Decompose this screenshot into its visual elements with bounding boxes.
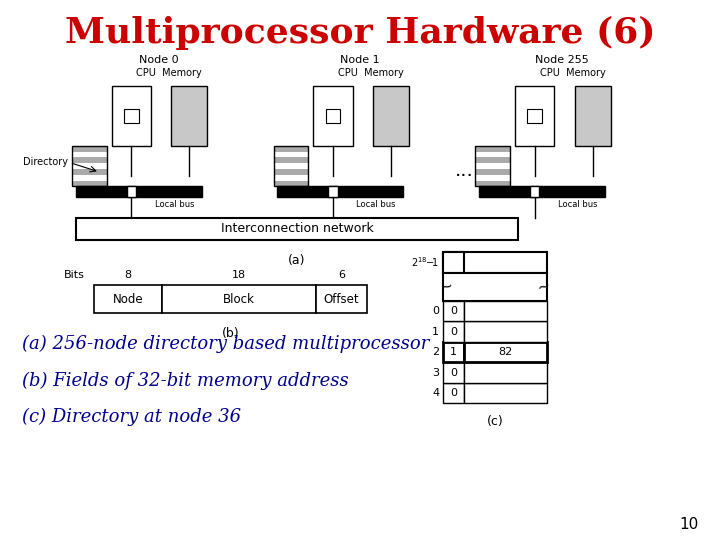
Bar [274,152,308,157]
Bar [475,169,510,175]
Bar [443,342,464,362]
Bar [72,180,107,186]
Text: 2: 2 [432,347,439,357]
Text: $2^{18}\!\!-\!\!1$: $2^{18}\!\!-\!\!1$ [411,255,439,269]
Text: 3: 3 [432,368,439,377]
Text: 0: 0 [450,368,457,377]
Bar [127,186,136,197]
Text: ~: ~ [438,278,454,295]
Text: CPU  Memory: CPU Memory [136,68,202,78]
Bar [274,163,308,169]
Text: (b): (b) [222,327,239,340]
Text: Block: Block [223,293,255,306]
Bar [313,86,353,146]
Text: Node 0: Node 0 [138,55,179,65]
Bar [443,383,464,403]
Text: ...: ... [455,160,474,180]
Bar [479,186,605,197]
Bar [530,186,539,197]
Bar [277,186,403,197]
Text: 1: 1 [450,347,457,357]
Bar [464,362,547,383]
Bar [443,252,464,273]
Bar [274,157,308,163]
Text: CPU  Memory: CPU Memory [539,68,606,78]
Text: Multiprocessor Hardware (6): Multiprocessor Hardware (6) [65,16,655,50]
Bar [527,109,541,123]
Bar [274,175,308,180]
Text: (c) Directory at node 36: (c) Directory at node 36 [22,408,240,427]
Bar [72,146,107,152]
Bar [475,175,510,180]
Bar [72,163,107,169]
Text: Local bus: Local bus [356,200,396,209]
Bar [94,285,162,313]
Bar [575,86,611,146]
Bar [464,321,547,342]
Text: Node 1: Node 1 [340,55,380,65]
Text: Local bus: Local bus [558,200,598,209]
Text: (a) 256-node directory based multiprocessor: (a) 256-node directory based multiproces… [22,335,429,353]
Text: 0: 0 [450,388,457,398]
Bar [373,86,409,146]
Bar [328,186,338,197]
Bar [72,157,107,163]
Bar [464,342,547,362]
Bar [443,362,464,383]
Bar [274,146,308,186]
Bar [443,252,547,273]
Text: Node 255: Node 255 [535,55,588,65]
Text: Node: Node [112,293,143,306]
Bar [171,86,207,146]
Text: ~: ~ [536,278,552,295]
Bar [112,86,151,146]
Text: 82: 82 [499,347,513,357]
Bar [274,146,308,152]
Text: 18: 18 [232,271,246,280]
Text: 8: 8 [125,271,131,280]
Text: (c): (c) [487,415,503,428]
Text: Offset: Offset [324,293,359,306]
Bar [76,186,202,197]
Text: CPU  Memory: CPU Memory [338,68,404,78]
Text: 0: 0 [450,327,457,336]
Bar [274,169,308,175]
Bar [464,383,547,403]
Text: (a): (a) [288,254,306,267]
Bar [475,146,510,152]
Text: Local bus: Local bus [155,200,194,209]
Bar [72,152,107,157]
Bar [475,146,510,186]
Bar [124,109,138,123]
Text: Interconnection network: Interconnection network [220,222,374,235]
Bar [475,163,510,169]
Text: 0: 0 [432,306,439,316]
Bar [443,301,464,321]
Bar [162,285,316,313]
Bar [443,321,464,342]
Bar [72,169,107,175]
Bar [515,86,554,146]
Text: 6: 6 [338,271,345,280]
Bar [443,273,547,301]
Bar [316,285,367,313]
Text: Bits: Bits [64,271,85,280]
Text: Directory: Directory [24,157,68,167]
Bar [76,218,518,240]
Text: 0: 0 [450,306,457,316]
Text: 1: 1 [432,327,439,336]
Text: 10: 10 [679,517,698,532]
Text: 4: 4 [432,388,439,398]
Bar [274,180,308,186]
Bar [475,180,510,186]
Text: (b) Fields of 32-bit memory address: (b) Fields of 32-bit memory address [22,372,348,390]
Bar [475,157,510,163]
Bar [475,152,510,157]
Bar [464,301,547,321]
Bar [325,109,341,123]
Bar [72,175,107,180]
Bar [72,146,107,186]
